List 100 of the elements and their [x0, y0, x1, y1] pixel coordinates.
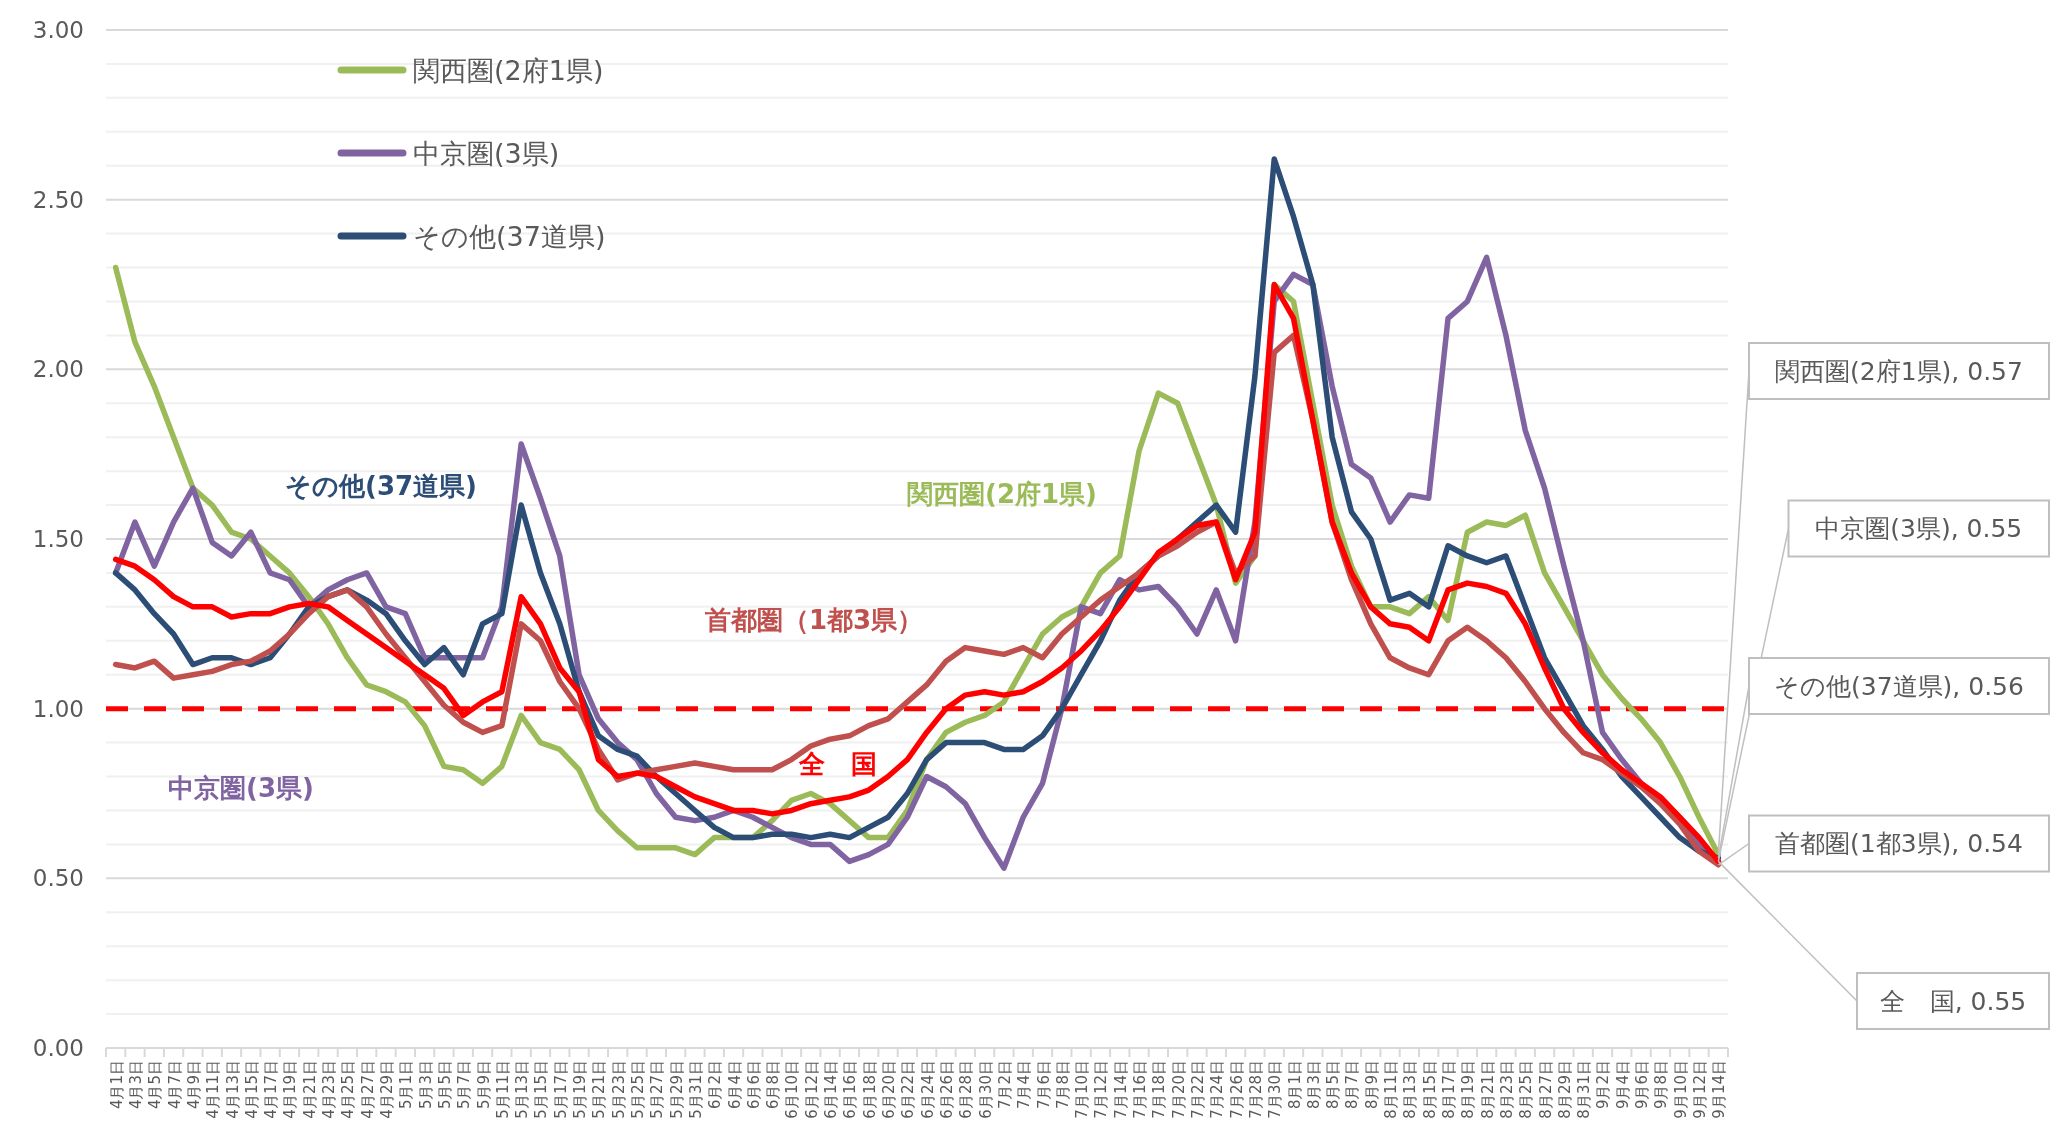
annotation: 関西圏(2府1県) [907, 479, 1097, 509]
x-tick-label: 6月2日 [706, 1060, 725, 1110]
x-tick-label: 8月13日 [1401, 1060, 1420, 1119]
x-tick-label: 7月30日 [1266, 1060, 1285, 1119]
x-tick-label: 4月19日 [281, 1060, 300, 1119]
x-tick-label: 7月24日 [1208, 1060, 1227, 1119]
x-tick-label: 6月30日 [976, 1060, 995, 1119]
x-tick-label: 5月5日 [435, 1060, 454, 1110]
x-tick-label: 6月18日 [860, 1060, 879, 1119]
x-tick-label: 8月5日 [1324, 1060, 1343, 1110]
y-tick-label: 3.00 [32, 17, 84, 43]
x-tick-label: 8月3日 [1304, 1060, 1323, 1110]
x-tick-label: 7月20日 [1169, 1060, 1188, 1119]
x-tick-label: 6月28日 [957, 1060, 976, 1119]
x-tick-label: 9月4日 [1613, 1060, 1632, 1110]
x-tick-label: 5月17日 [551, 1060, 570, 1119]
x-tick-label: 8月25日 [1517, 1060, 1536, 1119]
x-tick-label: 7月14日 [1111, 1060, 1130, 1119]
x-tick-label: 7月8日 [1053, 1060, 1072, 1110]
legend-label: 関西圏(2府1県) [413, 54, 604, 86]
annotation: 中京圏(3県) [168, 773, 314, 803]
x-tick-label: 7月16日 [1131, 1060, 1150, 1119]
x-tick-label: 7月4日 [1015, 1060, 1034, 1110]
x-tick-label: 4月5日 [146, 1060, 165, 1110]
x-tick-label: 6月4日 [725, 1060, 744, 1110]
x-tick-label: 8月31日 [1575, 1060, 1594, 1119]
x-tick-label: 4月17日 [262, 1060, 281, 1119]
x-tick-label: 6月8日 [764, 1060, 783, 1110]
x-tick-label: 6月16日 [841, 1060, 860, 1119]
x-tick-label: 4月15日 [242, 1060, 261, 1119]
y-tick-label: 0.00 [32, 1035, 84, 1061]
x-tick-label: 4月7日 [165, 1060, 184, 1110]
x-tick-label: 6月22日 [899, 1060, 918, 1119]
annotation: 全 国 [798, 749, 877, 779]
data-label: 全 国, 0.55 [1879, 986, 2027, 1016]
annotation: その他(37道県) [285, 471, 477, 501]
x-tick-label: 6月26日 [937, 1060, 956, 1119]
x-tick-label: 4月23日 [320, 1060, 339, 1119]
x-tick-label: 5月11日 [493, 1060, 512, 1119]
y-tick-label: 2.00 [32, 356, 84, 383]
x-tick-label: 5月1日 [397, 1060, 416, 1110]
x-tick-label: 6月6日 [744, 1060, 763, 1110]
x-tick-label: 7月6日 [1034, 1060, 1053, 1110]
x-tick-label: 9月6日 [1633, 1060, 1652, 1110]
x-tick-label: 5月27日 [648, 1060, 667, 1119]
annotation: 首都圏（1都3県） [703, 605, 924, 635]
x-tick-label: 6月20日 [880, 1060, 899, 1119]
x-tick-label: 8月1日 [1285, 1060, 1304, 1110]
x-tick-label: 5月23日 [609, 1060, 628, 1119]
x-tick-label: 4月9日 [184, 1060, 203, 1110]
x-tick-label: 5月3日 [416, 1060, 435, 1110]
x-tick-label: 6月14日 [822, 1060, 841, 1119]
y-tick-label: 0.50 [32, 865, 84, 892]
x-tick-label: 5月25日 [629, 1060, 648, 1119]
x-tick-label: 4月25日 [339, 1060, 358, 1119]
legend-label: その他(37道県) [413, 220, 606, 252]
x-tick-label: 5月9日 [474, 1060, 493, 1110]
x-tick-label: 4月3日 [126, 1060, 145, 1110]
x-tick-label: 4月1日 [107, 1060, 126, 1110]
x-tick-label: 7月26日 [1227, 1060, 1246, 1119]
x-tick-label: 5月29日 [667, 1060, 686, 1119]
x-tick-label: 8月23日 [1497, 1060, 1516, 1119]
x-tick-label: 6月24日 [918, 1060, 937, 1119]
data-label: 関西圏(2府1県), 0.57 [1775, 356, 2023, 386]
legend-label: 中京圏(3県) [413, 137, 560, 169]
x-tick-label: 8月7日 [1343, 1060, 1362, 1110]
y-tick-label: 1.00 [32, 695, 84, 722]
x-tick-label: 5月21日 [590, 1060, 609, 1119]
x-tick-label: 9月2日 [1594, 1060, 1613, 1110]
x-tick-label: 4月13日 [223, 1060, 242, 1119]
x-tick-label: 5月13日 [513, 1060, 532, 1119]
x-tick-label: 9月10日 [1671, 1060, 1690, 1119]
data-label: その他(37道県), 0.56 [1774, 671, 2024, 701]
x-tick-label: 8月15日 [1420, 1060, 1439, 1119]
x-tick-label: 8月21日 [1478, 1060, 1497, 1119]
data-label: 首都圏(1都3県), 0.54 [1775, 829, 2023, 858]
x-tick-label: 6月12日 [802, 1060, 821, 1119]
x-tick-label: 5月15日 [532, 1060, 551, 1119]
x-tick-label: 6月10日 [783, 1060, 802, 1119]
x-tick-label: 8月19日 [1459, 1060, 1478, 1119]
x-tick-label: 4月21日 [300, 1060, 319, 1119]
x-tick-label: 7月28日 [1246, 1060, 1265, 1119]
data-label: 中京圏(3県), 0.55 [1815, 514, 2023, 543]
x-tick-label: 8月17日 [1440, 1060, 1459, 1119]
x-tick-label: 4月29日 [377, 1060, 396, 1119]
y-tick-label: 1.50 [32, 526, 84, 552]
x-tick-label: 8月9日 [1362, 1060, 1381, 1110]
x-tick-label: 8月11日 [1382, 1060, 1401, 1119]
x-tick-label: 7月10日 [1073, 1060, 1092, 1119]
x-tick-label: 9月14日 [1710, 1060, 1729, 1119]
x-tick-label: 5月7日 [455, 1060, 474, 1110]
x-tick-label: 7月2日 [995, 1060, 1014, 1110]
x-tick-label: 7月22日 [1188, 1060, 1207, 1119]
x-tick-label: 7月18日 [1150, 1060, 1169, 1119]
x-tick-label: 5月19日 [571, 1060, 590, 1119]
y-tick-label: 2.50 [32, 186, 84, 213]
x-tick-label: 7月12日 [1092, 1060, 1111, 1119]
x-tick-label: 9月8日 [1652, 1060, 1671, 1110]
x-tick-label: 5月31日 [686, 1060, 705, 1119]
x-tick-label: 8月29日 [1555, 1060, 1574, 1119]
